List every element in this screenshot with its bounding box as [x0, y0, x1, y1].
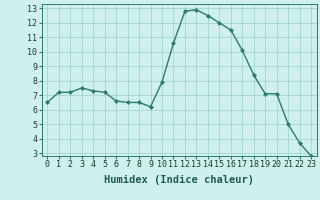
- X-axis label: Humidex (Indice chaleur): Humidex (Indice chaleur): [104, 175, 254, 185]
